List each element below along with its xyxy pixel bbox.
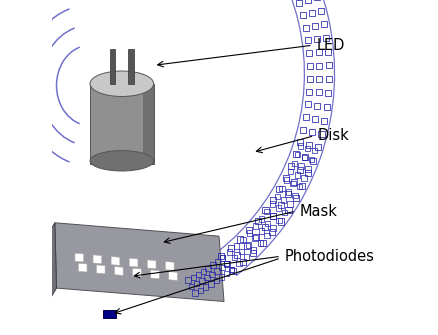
Ellipse shape	[90, 71, 154, 96]
Polygon shape	[166, 262, 174, 270]
Polygon shape	[151, 270, 159, 279]
Bar	[110, 49, 115, 84]
Bar	[128, 49, 134, 84]
Polygon shape	[93, 255, 102, 264]
Text: Mask: Mask	[300, 204, 337, 218]
Polygon shape	[142, 84, 154, 164]
Polygon shape	[96, 265, 105, 274]
Text: Disk: Disk	[318, 128, 350, 143]
Polygon shape	[50, 223, 57, 296]
Text: Photodiodes: Photodiodes	[284, 249, 374, 264]
Polygon shape	[169, 272, 177, 280]
Polygon shape	[78, 263, 87, 272]
Bar	[103, 310, 116, 318]
Ellipse shape	[90, 151, 154, 171]
Polygon shape	[75, 253, 84, 262]
Polygon shape	[114, 267, 123, 275]
Polygon shape	[111, 257, 120, 265]
Text: LED: LED	[316, 38, 345, 53]
Polygon shape	[90, 84, 154, 164]
Polygon shape	[133, 268, 141, 277]
Polygon shape	[55, 223, 224, 302]
Polygon shape	[129, 258, 138, 267]
Polygon shape	[147, 260, 156, 269]
